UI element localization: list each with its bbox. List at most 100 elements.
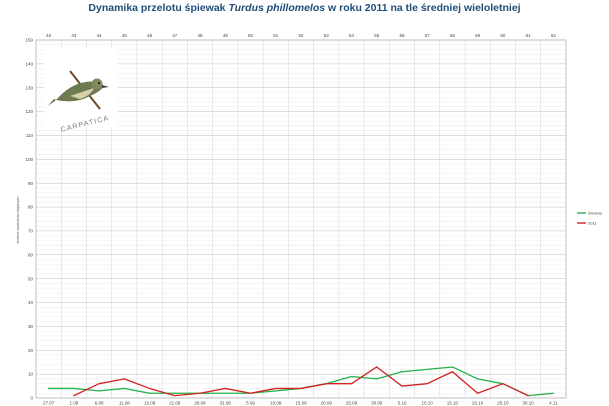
x-tick-label: 30.09: [371, 401, 383, 406]
data-point-2011: [98, 383, 100, 385]
data-point-2011: [174, 395, 176, 397]
data-point-2011: [426, 383, 428, 385]
week-label: 59: [475, 33, 481, 38]
x-tick-label: 16.08: [144, 401, 156, 406]
y-tick-labels: 0 10 20 30 40 50 60 70 80 90 100 110 120 130 140 150: [25, 38, 33, 401]
y-tick-label: 30: [28, 324, 34, 329]
y-tick-label: 40: [28, 300, 34, 305]
legend-label-2011: 2011: [588, 221, 597, 226]
x-tick-label: 20.10: [472, 401, 484, 406]
data-point-2011: [401, 385, 403, 387]
data-point-2011: [123, 378, 125, 380]
data-point-srednia: [451, 366, 454, 368]
y-tick-label: 20: [28, 348, 34, 353]
grid-layer: [35, 39, 567, 399]
week-label: 46: [147, 33, 153, 38]
x-tick-label: 20.09: [321, 401, 333, 406]
week-label: 51: [273, 33, 279, 38]
y-tick-label: 100: [25, 157, 33, 162]
data-point-2011: [376, 366, 378, 368]
x-tick-labels: 27.07 1.08 6.08 11.08 16.08 21.08 26.08 31.08 5.…: [43, 401, 558, 406]
data-point-srednia: [376, 378, 378, 380]
x-tick-label: 27.07: [43, 401, 55, 406]
x-tick-label: 21.08: [169, 401, 181, 406]
y-tick-label: 110: [26, 133, 34, 138]
x-tick-label: 5.09: [246, 401, 255, 406]
week-label: 60: [500, 33, 506, 38]
week-label: 42: [46, 33, 52, 38]
week-label: 58: [450, 33, 456, 38]
x-tick-label: 25.10: [497, 401, 509, 406]
y-tick-label: 120: [25, 109, 33, 114]
x-tick-label: 30.10: [523, 401, 535, 406]
week-label: 44: [97, 33, 103, 38]
week-label: 54: [349, 33, 355, 38]
series-line-srednia: [48, 366, 554, 397]
y-tick-label: 90: [28, 181, 34, 186]
series-points-2011: [73, 366, 529, 397]
week-label: 56: [399, 33, 405, 38]
y-tick-label: 10: [28, 372, 34, 377]
week-label: 52: [298, 33, 304, 38]
data-point-srednia: [48, 387, 50, 390]
data-point-srednia: [148, 392, 151, 394]
x-tick-label: 25.09: [346, 401, 358, 406]
data-point-2011: [148, 387, 151, 390]
carpatica-logo: CARPATICA: [44, 47, 118, 134]
x-tick-label: 10.10: [422, 401, 434, 406]
data-point-srednia: [174, 392, 176, 394]
data-point-srednia: [426, 368, 428, 370]
x-tick-label: 5.10: [398, 401, 407, 406]
data-point-srednia: [350, 375, 353, 378]
week-label: 62: [551, 33, 557, 38]
plot-border: [35, 39, 567, 399]
week-label: 45: [122, 33, 128, 38]
data-point-srednia: [552, 392, 554, 394]
y-tick-label: 0: [30, 396, 33, 401]
y-tick-label: 60: [28, 252, 34, 257]
chart-title-part2: w roku 2011 na tle średniej wieloletniej: [325, 2, 521, 14]
data-point-2011: [73, 395, 75, 397]
data-point-2011: [477, 392, 479, 394]
data-point-srednia: [73, 387, 75, 390]
week-label: 50: [248, 33, 254, 38]
chart-title: Dynamika przelotu śpiewak Turdus phillom…: [0, 2, 609, 14]
y-tick-label: 70: [28, 229, 34, 234]
series-points-srednia: [48, 366, 554, 397]
y-tick-label: 50: [28, 276, 34, 281]
x-tick-label: 31.08: [220, 401, 232, 406]
week-label: 61: [526, 33, 532, 38]
week-label: 57: [425, 33, 431, 38]
data-point-2011: [249, 392, 252, 394]
x-tick-label: 6.08: [95, 401, 104, 406]
y-tick-label: 150: [25, 38, 33, 43]
x-tick-label: 4.11: [549, 401, 558, 406]
y-tick-label: 140: [25, 61, 33, 66]
x-tick-label: 15.10: [447, 401, 459, 406]
data-point-2011: [350, 383, 353, 385]
data-point-2011: [300, 387, 302, 390]
week-label: 53: [324, 33, 330, 38]
x-tick-label: 1.08: [69, 401, 78, 406]
week-label: 43: [71, 33, 77, 38]
y-tick-label: 130: [25, 85, 33, 90]
data-point-2011: [451, 371, 454, 373]
week-label: 48: [198, 33, 204, 38]
data-point-srednia: [401, 371, 403, 373]
data-point-2011: [199, 392, 201, 394]
data-point-srednia: [275, 390, 277, 392]
data-point-srednia: [477, 378, 479, 380]
x-tick-label: 26.08: [194, 401, 206, 406]
data-point-srednia: [98, 390, 100, 392]
week-label: 55: [374, 33, 380, 38]
data-point-2011: [275, 387, 277, 390]
data-point-2011: [527, 395, 529, 397]
data-point-2011: [325, 383, 327, 385]
data-point-2011: [224, 387, 226, 390]
legend-label-srednia: Średnia: [588, 211, 603, 216]
legend: Średnia 2011: [577, 211, 603, 226]
chart-title-species: Turdus phillomelos: [228, 2, 326, 14]
y-axis-title: średnia osobników złapanych: [16, 197, 20, 244]
data-point-srednia: [123, 387, 125, 390]
